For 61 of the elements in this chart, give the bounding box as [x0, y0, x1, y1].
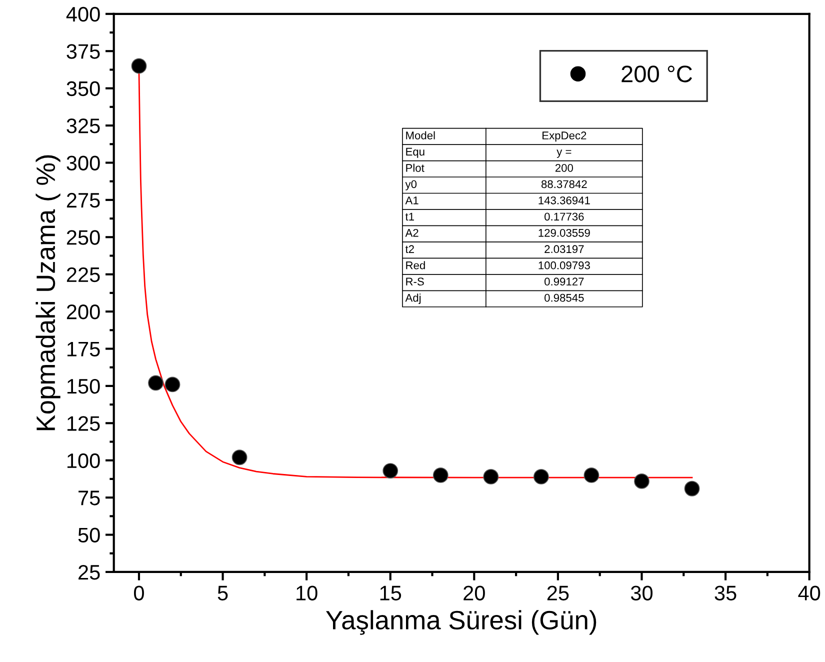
point	[684, 480, 700, 496]
x-tick-label: 15	[380, 586, 402, 600]
annotation: Equ	[406, 148, 424, 158]
annotation: 0.17736	[544, 212, 584, 221]
y-tick-label: 75	[78, 490, 100, 506]
annotation: Adj	[405, 294, 421, 304]
x-tick-label: 40	[798, 586, 820, 600]
annotation: 0.99127	[544, 278, 584, 286]
y-tick-label: 325	[66, 118, 100, 134]
point	[533, 469, 549, 484]
annotation: 129.03559	[538, 228, 590, 237]
annotation: A2	[405, 228, 418, 237]
y-tick-label: 275	[66, 192, 100, 208]
point	[584, 468, 600, 483]
x-tick-label: 20	[464, 586, 485, 600]
annotation: 0.98545	[544, 294, 584, 302]
y-tick-label: 375	[66, 44, 100, 59]
annotation: 88.37842	[541, 180, 587, 188]
x-tick-label: 10	[296, 586, 318, 600]
y-tick-label: 350	[66, 81, 100, 96]
annotation: ExpDec2	[542, 132, 586, 142]
y-axis-title: Kopmadaki Uzama ( %)	[36, 155, 60, 430]
y-tick-label: 225	[66, 267, 100, 282]
annotation: Plot	[406, 164, 424, 172]
y-tick-label: 25	[78, 564, 100, 580]
legend-label: 200 °C	[622, 66, 692, 82]
y-tick-label: 175	[67, 342, 100, 356]
annotation: A1	[405, 196, 418, 204]
point	[634, 473, 650, 489]
annotation: Model	[406, 131, 435, 140]
annotation: y =	[556, 150, 572, 158]
annotation: y0	[405, 180, 417, 190]
point	[483, 469, 499, 484]
annotation: 2.03197	[544, 245, 584, 254]
y-tick-label: 50	[78, 528, 100, 543]
annotation: R-S	[406, 278, 424, 286]
point	[432, 468, 448, 483]
point	[148, 375, 164, 391]
y-tick-label: 400	[66, 6, 100, 22]
x-tick-label: 0	[134, 586, 144, 600]
y-tick-label: 250	[66, 230, 100, 245]
annotation: 100.09793	[538, 261, 590, 270]
x-tick-label: 30	[630, 586, 653, 600]
y-tick-label: 100	[67, 453, 100, 468]
x-tick-label: 5	[218, 586, 228, 600]
annotation: 143.36941	[538, 196, 590, 204]
y-tick-label: 200	[66, 304, 100, 320]
point	[131, 58, 147, 74]
point	[164, 376, 180, 392]
annotation: t1	[405, 212, 414, 221]
point	[382, 463, 398, 478]
point	[232, 450, 248, 466]
y-tick-label: 150	[67, 378, 100, 394]
annotation: t2	[405, 245, 414, 254]
x-axis-title: Yaşlanma Süresi (Gün)	[326, 610, 596, 635]
annotation: Red	[406, 261, 425, 270]
x-tick-label: 25	[547, 586, 569, 600]
annotation: 200	[555, 164, 574, 172]
x-tick-label: 35	[714, 586, 736, 600]
y-tick-label: 125	[67, 416, 100, 431]
y-tick-label: 300	[66, 156, 100, 170]
